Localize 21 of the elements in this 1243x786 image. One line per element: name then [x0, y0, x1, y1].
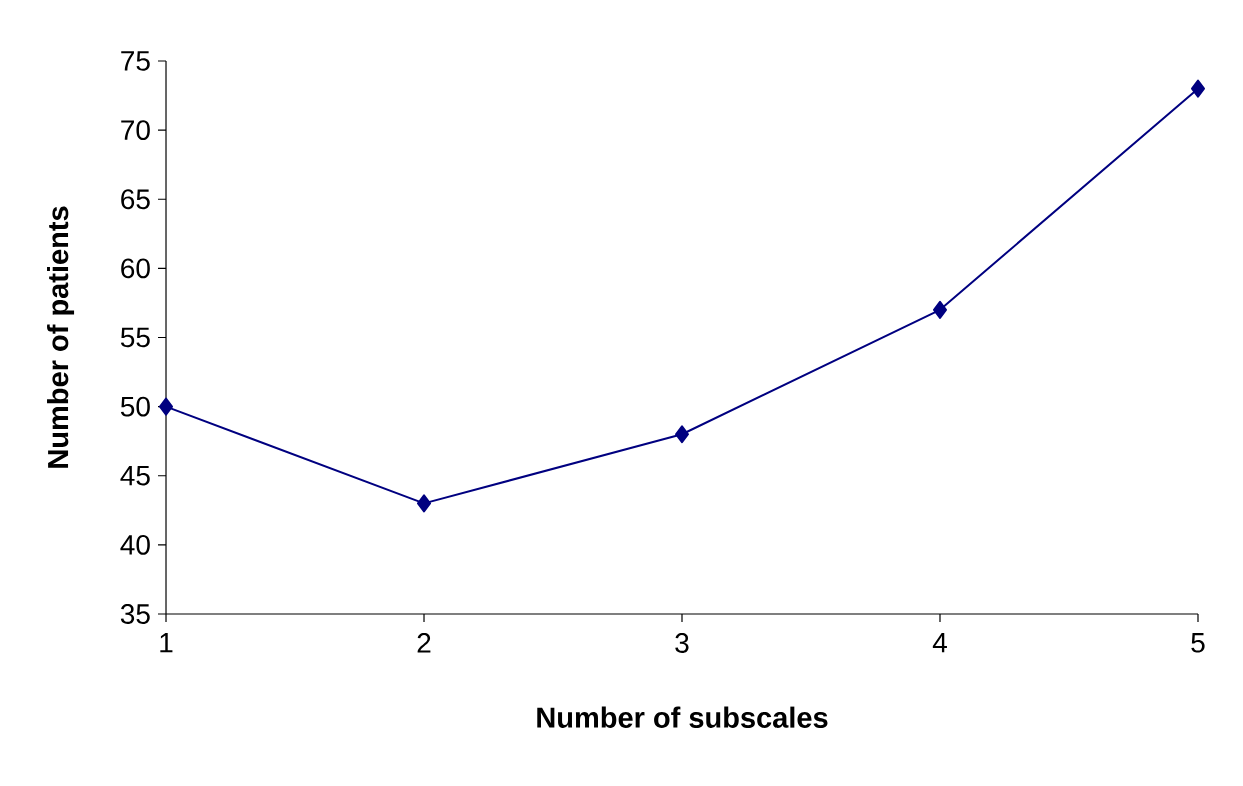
x-axis-title: Number of subscales — [537, 706, 828, 728]
point — [1191, 79, 1205, 98]
y-tick-label: 60 — [121, 258, 150, 279]
y-tick-label: 55 — [120, 327, 150, 348]
point — [417, 494, 432, 513]
x-tick-label: 1 — [160, 633, 173, 653]
point — [159, 397, 174, 416]
y-tick-label: 40 — [120, 534, 150, 555]
y-tick-label: 35 — [120, 604, 150, 624]
point — [933, 300, 947, 319]
x-tick-label: 4 — [932, 633, 947, 653]
x-tick-label: 3 — [675, 633, 689, 653]
y-tick-label: 50 — [120, 396, 150, 417]
y-tick-label: 75 — [121, 51, 150, 71]
y-tick-label: 70 — [121, 120, 150, 141]
y-tick-label: 65 — [121, 189, 150, 210]
x-tick-label: 5 — [1191, 633, 1205, 653]
point — [675, 425, 689, 444]
y-tick-label: 45 — [120, 465, 150, 486]
x-tick-label: 2 — [417, 633, 431, 653]
y-axis-title: Number of patients — [47, 206, 75, 468]
